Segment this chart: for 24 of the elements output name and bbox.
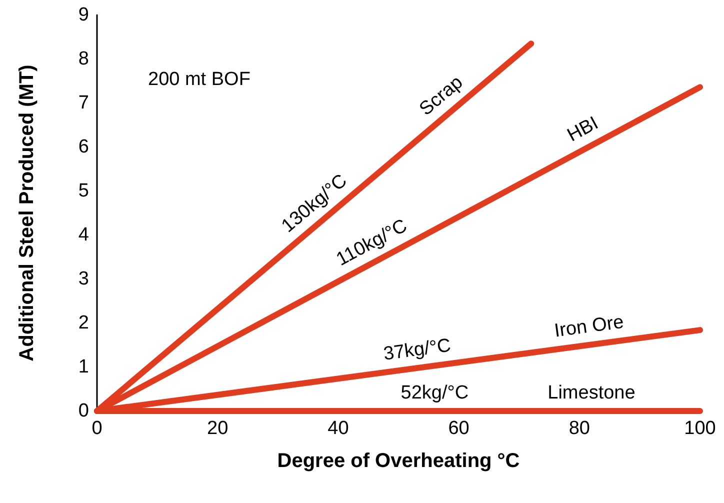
x-tick-label: 100 — [684, 418, 716, 439]
y-axis-title: Additional Steel Produced (MT) — [16, 64, 38, 362]
text: HBI — [564, 112, 602, 146]
y-tick-label: 7 — [78, 92, 89, 114]
x-tick-label: 80 — [568, 418, 590, 439]
y-tick-label: 9 — [78, 4, 89, 26]
x-tick-label: 0 — [92, 418, 102, 439]
annotation: 200 mt BOF — [148, 69, 250, 90]
y-tick-label: 8 — [78, 48, 89, 70]
y-tick-label: 5 — [78, 180, 89, 202]
y-tick-label: 0 — [78, 400, 89, 422]
x-tick-label: 20 — [207, 418, 228, 439]
text: Iron Ore — [553, 312, 625, 342]
annotation: 37kg/°C — [382, 335, 452, 365]
annotation: 52kg/°C — [400, 382, 469, 404]
x-tick-label: 60 — [448, 418, 470, 439]
x-tick-label: 40 — [328, 418, 349, 439]
y-tick-label: 2 — [78, 312, 89, 334]
y-tick-label: 6 — [78, 136, 89, 158]
x-axis-title: Degree of Overheating °C — [277, 450, 520, 472]
y-tick-label: 1 — [78, 356, 89, 378]
y-tick-label: 4 — [78, 224, 90, 246]
series-label: Limestone — [548, 382, 636, 404]
y-tick-label: 3 — [78, 268, 89, 290]
